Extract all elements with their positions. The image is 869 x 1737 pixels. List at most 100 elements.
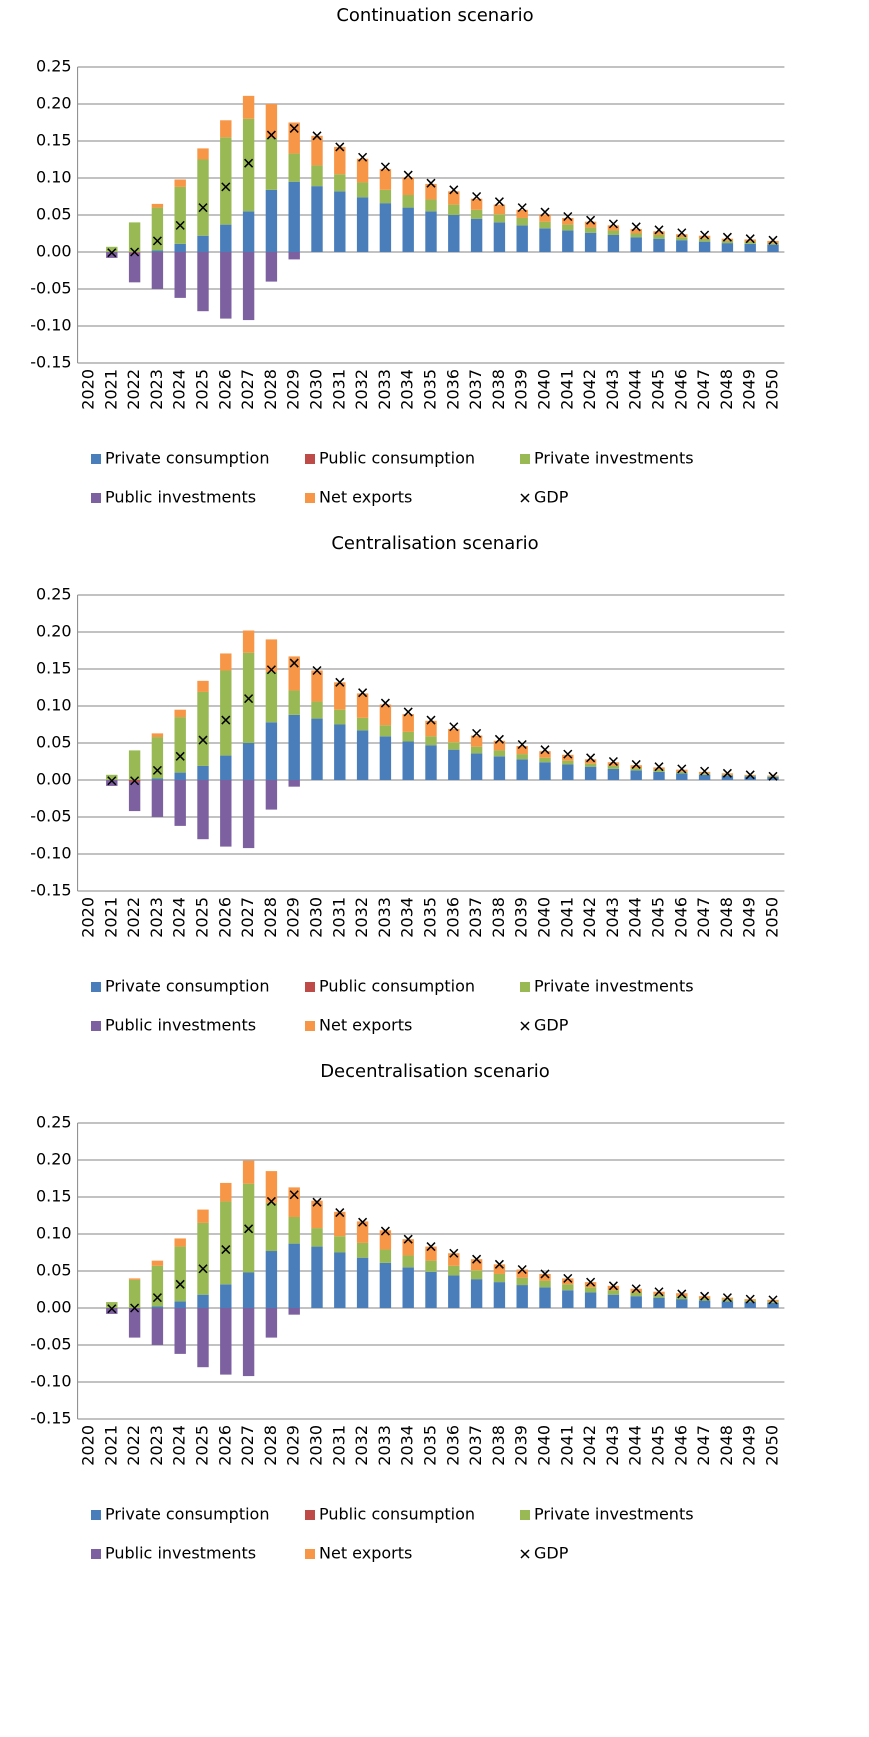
bar-segment (448, 728, 460, 743)
bar-segment (174, 1238, 186, 1247)
x-tick-label: 2028 (261, 369, 280, 410)
bar-segment (402, 1239, 414, 1256)
bar-segment (311, 135, 323, 166)
legend-marker (520, 1510, 530, 1520)
bar-segment (425, 1260, 437, 1272)
bar-segment (493, 214, 506, 223)
gdp-marker (289, 123, 299, 133)
bar-segment (721, 775, 734, 780)
bar-segment (174, 243, 186, 252)
bar-segment (539, 221, 551, 229)
bar-segment (242, 743, 255, 780)
gdp-marker (540, 745, 550, 755)
gdp-marker (608, 219, 618, 229)
bar-segment (265, 104, 278, 139)
gdp-marker (130, 247, 140, 257)
bar-segment (653, 769, 665, 772)
bar-segment (744, 1302, 756, 1308)
bar-segment (288, 153, 300, 182)
bar-segment (265, 722, 278, 780)
legend-label: Private consumption (105, 449, 269, 468)
x-tick-label: 2050 (763, 1425, 782, 1466)
bar-segment (379, 203, 392, 252)
gdp-marker (358, 152, 368, 162)
legend-marker (91, 1021, 101, 1031)
gdp-marker (608, 1281, 618, 1291)
bar-segment (767, 777, 779, 780)
chart: Decentralisation scenario -0.15 -0.10 -0.05… (30, 1061, 785, 1563)
x-tick-label: 2021 (101, 897, 120, 938)
y-tick-label: 0.15 (36, 131, 72, 150)
x-tick-label: 2041 (557, 897, 576, 938)
x-tick-label: 2040 (535, 1425, 554, 1466)
x-tick-label: 2022 (124, 897, 143, 938)
bar-segment (425, 199, 437, 212)
bar-segment (151, 737, 164, 779)
bar-segment (539, 757, 551, 763)
bar-segment (425, 745, 437, 780)
x-tick-label: 2028 (261, 897, 280, 938)
bar-segment (379, 736, 392, 780)
gdp-marker (312, 665, 322, 676)
bar-segment (151, 252, 164, 289)
x-tick-label: 2046 (671, 369, 690, 410)
bar-segment (539, 228, 551, 252)
bar-segment (470, 198, 483, 210)
x-tick-label: 2024 (170, 897, 189, 938)
gdp-marker (312, 131, 322, 141)
x-tick-label: 2021 (101, 369, 120, 410)
legend-label: GDP (534, 488, 569, 507)
gdp-marker (677, 1289, 687, 1299)
gdp-marker (335, 1208, 345, 1218)
gdp-marker (198, 1264, 208, 1274)
gdp-marker (722, 1293, 732, 1303)
bar-segment (516, 759, 528, 780)
bar-segment (698, 1300, 711, 1308)
bar-segment (516, 1269, 528, 1278)
x-tick-label: 2036 (443, 897, 462, 938)
bar-segment (698, 773, 711, 775)
y-tick-label: -0.10 (30, 844, 71, 863)
bar-segment (493, 740, 506, 751)
bar-segment (128, 781, 141, 812)
bar-segment (242, 1160, 255, 1184)
bar-segment (106, 780, 118, 786)
x-tick-label: 2032 (352, 369, 371, 410)
legend-marker (91, 493, 101, 503)
bar-segment (242, 95, 255, 119)
bar-segment (676, 1299, 688, 1308)
legend-marker (91, 982, 101, 992)
bar-segment (265, 639, 278, 672)
bar-segment (653, 771, 665, 780)
legend-label: Private investments (534, 1505, 694, 1524)
y-tick-label: -0.05 (30, 279, 71, 298)
gdp-marker (768, 771, 778, 781)
gdp-marker (380, 698, 390, 708)
gdp-marker (266, 1196, 276, 1206)
x-tick-label: 2034 (398, 897, 417, 938)
gdp-marker (198, 203, 208, 213)
y-tick-label: -0.10 (30, 316, 71, 335)
bar-segment (174, 252, 186, 298)
x-tick-label: 2023 (147, 897, 166, 938)
legend-label: Public consumption (319, 977, 475, 996)
bar-segment (448, 204, 460, 215)
bar-segment (516, 754, 528, 760)
bar-segment (356, 1221, 369, 1243)
bar-segment (516, 745, 528, 755)
bar-segment (584, 1287, 597, 1293)
bar-segment (493, 756, 506, 780)
bar-segment (242, 1272, 255, 1308)
legend-label: Public consumption (319, 1505, 475, 1524)
x-tick-label: 2041 (557, 1425, 576, 1466)
bar-segment (379, 1230, 392, 1250)
bar-segment (288, 252, 300, 260)
bar-segment (334, 1236, 346, 1253)
bar-segment (448, 742, 460, 750)
bar-segment (493, 1282, 506, 1308)
gdp-marker (517, 739, 527, 750)
bar-segment (197, 252, 209, 312)
gdp-marker (517, 203, 527, 213)
bar-segment (265, 189, 278, 252)
x-tick-label: 2045 (649, 1425, 668, 1466)
